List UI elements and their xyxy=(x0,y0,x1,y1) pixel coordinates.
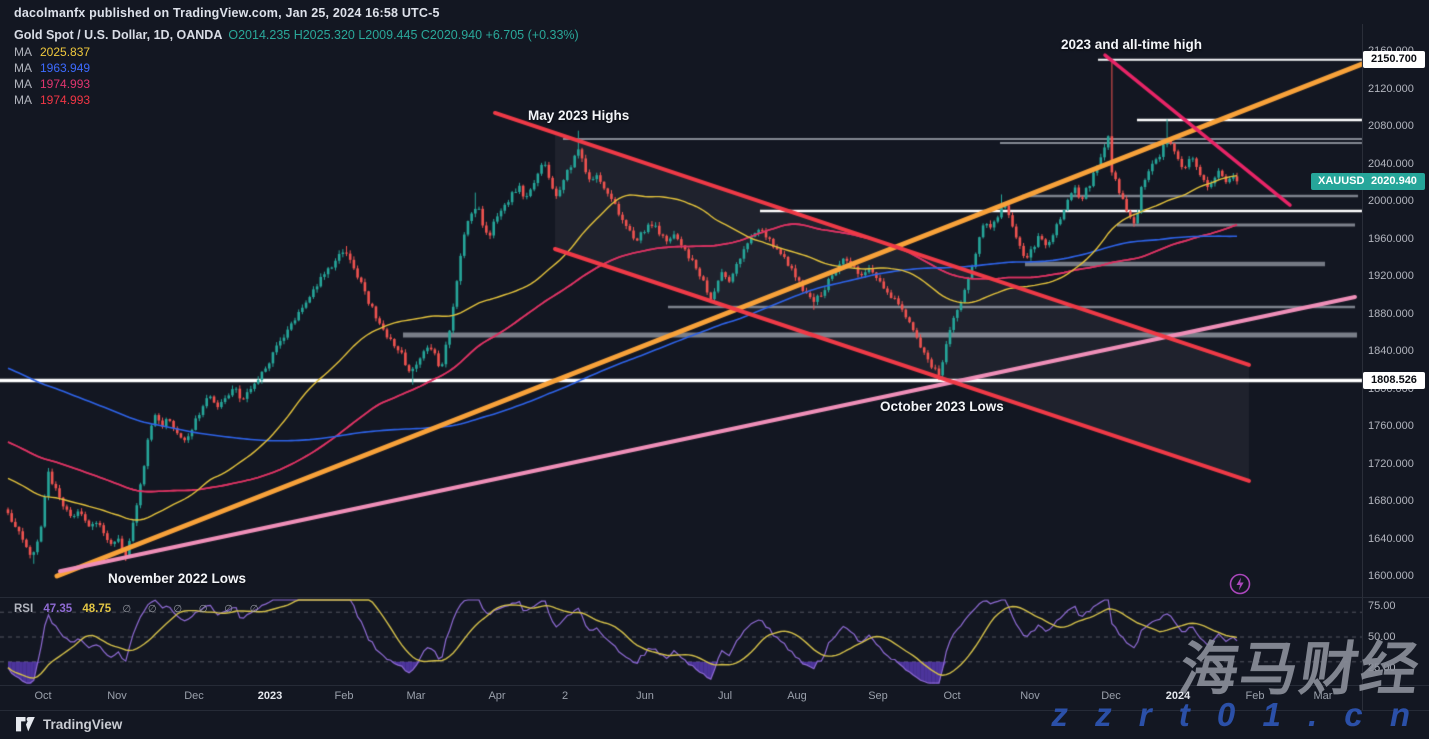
price-tick: 2080.000 xyxy=(1368,120,1414,132)
rsi-label: RSI xyxy=(14,603,34,615)
ma-label: MA xyxy=(14,45,32,59)
pane-divider[interactable] xyxy=(0,597,1429,598)
time-tick: Apr xyxy=(488,690,506,702)
time-tick: Jul xyxy=(717,690,733,702)
price-tick: 1760.000 xyxy=(1368,420,1414,432)
symbol-price-badge: XAUUSD xyxy=(1311,172,1372,190)
ma-legend-row: MA 1974.993 xyxy=(14,93,90,107)
time-tick: Aug xyxy=(787,690,807,702)
chart-annotation: May 2023 Highs xyxy=(528,108,630,123)
price-tick: 1880.000 xyxy=(1368,307,1414,320)
timescale-divider xyxy=(0,685,1429,686)
footer-brand[interactable]: TradingView xyxy=(16,716,122,733)
price-badge-2020.940: 2020.940 xyxy=(1363,172,1425,190)
price-tick: 1920.000 xyxy=(1368,270,1414,282)
chart-annotation: November 2022 Lows xyxy=(108,571,247,586)
ma-legend-row: MA 2025.837 xyxy=(14,45,90,59)
time-tick: Nov xyxy=(107,690,127,702)
time-tick: 2023 xyxy=(257,690,283,702)
time-tick: Oct xyxy=(943,690,961,702)
ma-value: 1974.993 xyxy=(40,93,91,107)
time-tick: Nov xyxy=(1020,690,1040,702)
boost-icon[interactable] xyxy=(1228,572,1252,596)
published-line: dacolmanfx published on TradingView.com,… xyxy=(14,6,440,20)
symbol-badge-text: XAUUSD xyxy=(1318,174,1365,187)
time-tick: Mar xyxy=(406,690,426,702)
change-value: +6.705 (+0.33%) xyxy=(485,28,579,42)
price-tick: 1640.000 xyxy=(1368,532,1414,545)
price-scale-divider xyxy=(1362,24,1363,710)
time-tick: Dec xyxy=(184,690,204,702)
price-tick: 1840.000 xyxy=(1368,345,1414,357)
price-tick: 2000.000 xyxy=(1368,195,1414,207)
time-tick: Feb xyxy=(334,690,354,702)
rsi-legend[interactable]: RSI 47.35 48.75 ∅ ∅ ∅ ∅ ∅ ∅ xyxy=(14,603,266,615)
symbol-legend[interactable]: Gold Spot / U.S. Dollar, 1D, OANDA O2014.… xyxy=(14,28,579,42)
ma-legend-row: MA 1963.949 xyxy=(14,61,90,75)
rsi-tick: 25.00 xyxy=(1368,662,1396,674)
tradingview-logo-icon xyxy=(16,717,35,732)
ma-label: MA xyxy=(14,61,32,75)
footer-divider xyxy=(0,710,1429,711)
ma-legend-row: MA 1974.993 xyxy=(14,77,90,91)
time-tick: 2 xyxy=(561,690,569,702)
ma-label: MA xyxy=(14,77,32,91)
ohlc-values: O2014.235 H2025.320 L2009.445 C2020.940 xyxy=(228,28,483,42)
rsi-tick: 50.00 xyxy=(1368,631,1396,643)
price-tick: 1960.000 xyxy=(1368,232,1414,245)
time-tick: Feb xyxy=(1245,690,1265,702)
footer-brand-label: TradingView xyxy=(43,717,123,732)
price-tick: 2120.000 xyxy=(1368,82,1414,95)
ma-value: 2025.837 xyxy=(40,45,91,59)
rsi-ma-value: 48.75 xyxy=(82,603,112,615)
time-tick: Mar xyxy=(1313,690,1333,702)
time-tick: Oct xyxy=(34,690,52,702)
ma-value: 1963.949 xyxy=(40,61,91,75)
price-tick: 2040.000 xyxy=(1368,157,1414,170)
watermark-cjk: 海马财经 xyxy=(1175,637,1425,702)
chart-annotation: 2023 and all-time high xyxy=(1061,37,1203,52)
symbol-title: Gold Spot / U.S. Dollar, 1D, OANDA xyxy=(14,28,223,42)
rsi-value: 47.35 xyxy=(43,603,73,615)
price-badge-2150.700: 2150.700 xyxy=(1363,51,1425,69)
time-tick: Dec xyxy=(1101,690,1121,702)
price-badge-1808.526: 1808.526 xyxy=(1363,372,1425,389)
price-tick: 1720.000 xyxy=(1368,457,1414,470)
time-tick: 2024 xyxy=(1165,690,1191,702)
time-tick: Sep xyxy=(868,690,888,702)
time-tick: Jun xyxy=(636,690,654,702)
rsi-zero-flags: ∅ ∅ ∅ ∅ ∅ ∅ xyxy=(122,604,266,615)
ma-value: 1974.993 xyxy=(40,77,91,91)
price-tick: 1680.000 xyxy=(1368,495,1414,507)
ma-label: MA xyxy=(14,93,32,107)
watermark-url: z z r t 0 1 . c n xyxy=(1051,696,1419,733)
rsi-tick: 75.00 xyxy=(1368,600,1396,612)
chart-annotation: October 2023 Lows xyxy=(880,399,1004,414)
price-tick: 1600.000 xyxy=(1368,570,1414,582)
